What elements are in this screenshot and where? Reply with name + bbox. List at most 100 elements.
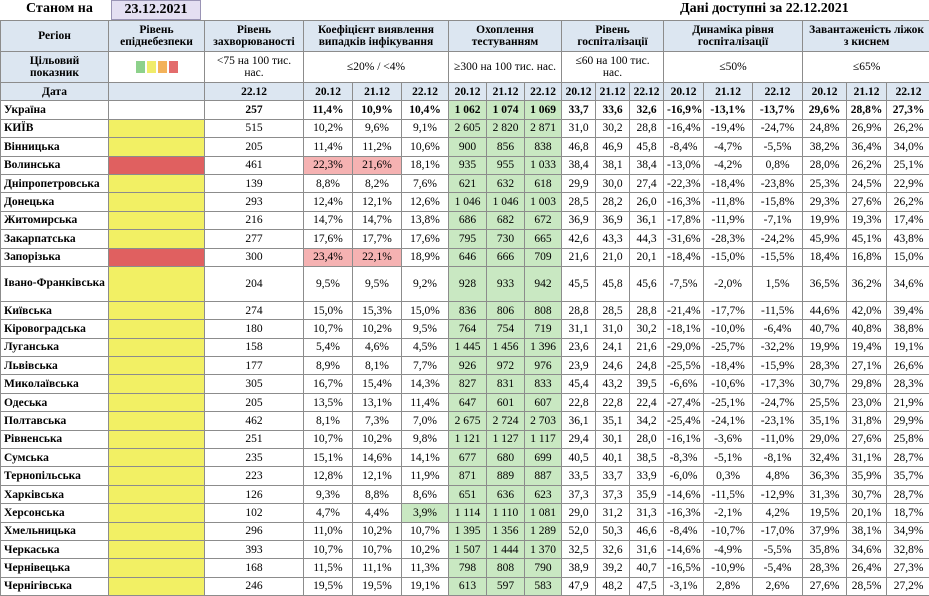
date-header: 22.12 [525,83,562,101]
table-cell: -17,0% [753,522,803,540]
table-cell: 29,4 [562,430,596,448]
table-cell: 1 062 [449,101,487,119]
level-cell [109,338,205,356]
epidemic-table: Регіон Рівень епіднебезпеки Рівень захво… [0,20,929,596]
table-cell: -14,6% [664,485,704,503]
table-cell: 28,8 [562,301,596,319]
date-header: 20.12 [449,83,487,101]
table-cell: -21,4% [664,301,704,319]
table-cell: 305 [205,375,304,393]
table-cell: 2 703 [525,412,562,430]
table-cell: 30,0 [596,174,630,192]
table-cell: -5,1% [704,449,753,467]
table-cell: 28,3% [803,357,847,375]
table-cell: 8,2% [353,174,402,192]
table-cell: 33,7 [596,467,630,485]
table-cell: 46,8 [562,138,596,156]
table-cell: 277 [205,230,304,248]
table-cell: -24,1% [704,412,753,430]
table-cell: 8,8% [353,485,402,503]
table-cell: 14,7% [353,211,402,229]
table-cell: -16,1% [664,430,704,448]
table-cell: 27,1% [847,357,887,375]
region-name: Полтавська [1,412,109,430]
level-cell [109,357,205,375]
table-cell: 730 [487,230,525,248]
table-cell: 11,4% [304,138,353,156]
table-cell: -8,4% [664,138,704,156]
table-cell: 40,1 [596,449,630,467]
table-cell: 35,1 [596,412,630,430]
dates-label: Дата [1,83,109,101]
table-cell: -10,6% [704,375,753,393]
table-cell: 955 [487,156,525,174]
level-cell [109,266,205,301]
table-cell: 677 [449,449,487,467]
table-cell: 21,6% [353,156,402,174]
table-cell: -23,8% [753,174,803,192]
table-cell: -15,8% [753,193,803,211]
table-cell: 37,3 [596,485,630,503]
table-cell: 52,0 [562,522,596,540]
region-name: Івано-Франківська [1,266,109,301]
table-cell: 976 [525,357,562,375]
table-cell: 34,2 [630,412,664,430]
table-cell: 235 [205,449,304,467]
target-incidence: <75 на 100 тис. нас. [205,52,304,83]
table-cell: 28,8% [847,101,887,119]
table-cell: 18,9% [402,248,449,266]
col-hosp: Рівень госпіталізації [562,21,664,52]
table-cell: 808 [487,559,525,577]
region-name: Дніпропетровська [1,174,109,192]
table-cell: -18,4% [664,248,704,266]
table-cell: 44,6% [803,301,847,319]
table-cell: 31,8% [847,412,887,430]
table-cell: 10,6% [402,138,449,156]
table-cell: 20,1 [630,248,664,266]
table-cell: -24,7% [753,393,803,411]
table-cell: 9,2% [402,266,449,301]
region-name: Львівська [1,357,109,375]
table-cell: -24,2% [753,230,803,248]
table-cell: 32,8% [887,540,929,558]
table-cell: 177 [205,357,304,375]
table-cell: 10,7% [304,540,353,558]
table-cell: 26,6% [887,357,929,375]
table-cell: 12,4% [304,193,353,211]
table-cell: 8,8% [304,174,353,192]
table-cell: 12,1% [353,193,402,211]
table-cell: 38,8% [887,320,929,338]
table-cell: 30,7% [847,485,887,503]
table-cell: 205 [205,393,304,411]
date-header: 21.12 [353,83,402,101]
table-cell: 40,5 [562,449,596,467]
region-name: Одеська [1,393,109,411]
table-cell: 28,0% [803,156,847,174]
table-cell: 139 [205,174,304,192]
table-cell: -8,4% [664,522,704,540]
table-cell: -5,4% [753,559,803,577]
table-cell: 32,5 [562,540,596,558]
table-cell: 36,9 [562,211,596,229]
table-cell: 597 [487,577,525,595]
legend-red-swatch [169,61,178,73]
table-cell: 45,8 [596,266,630,301]
table-cell: 35,9 [630,485,664,503]
table-cell: -8,3% [664,449,704,467]
table-cell: 28,3% [887,375,929,393]
table-cell: -22,3% [664,174,704,192]
table-cell: 29,3% [803,193,847,211]
table-cell: -11,0% [753,430,803,448]
table-cell: 887 [525,467,562,485]
table-cell: 30,2 [630,320,664,338]
level-cell [109,211,205,229]
table-cell: 10,2% [304,119,353,137]
table-cell: 25,8% [887,430,929,448]
table-cell: 22,1% [353,248,402,266]
table-cell: -28,3% [704,230,753,248]
